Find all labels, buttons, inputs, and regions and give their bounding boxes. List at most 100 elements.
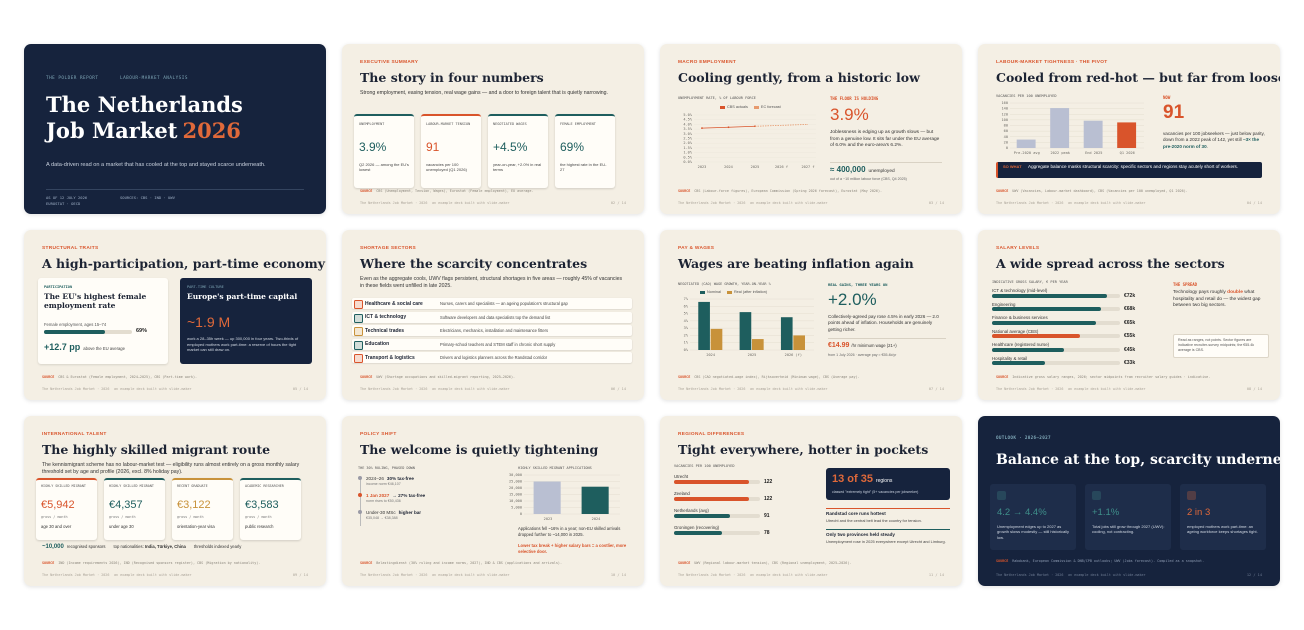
big-number: ~1.9 M <box>187 314 231 330</box>
x-tick-label: 2027 f <box>802 165 815 169</box>
timeline-title: THE 30% RULING, PHASED DOWN <box>358 466 415 470</box>
stat-line: €14.99/hr minimum wage (21+) <box>828 342 897 349</box>
y-tick-label: 5,000 <box>511 506 522 510</box>
body-text: work a 28–35h week — up 300,000 in four … <box>187 336 299 353</box>
y-tick-label: 0.5% <box>683 155 692 159</box>
highlight-box: 13 of 35 regions classed "extremely tight"… <box>826 468 950 500</box>
y-tick-label: 1.0% <box>683 151 692 155</box>
bar-label: ICT & technology (mid-level) <box>992 288 1048 293</box>
stat-value: +4.5% <box>493 140 528 154</box>
bar-label: Netherlands (avg) <box>674 508 709 513</box>
bar-label: Engineering <box>992 301 1016 307</box>
item-text: Unemployment rose in 2025 everywhere exc… <box>826 539 946 544</box>
card-note: Total jobs still grow through 2027 (UWV)… <box>1092 524 1165 535</box>
y-tick-label: 80 <box>1004 124 1008 128</box>
card-unit: gross / month <box>109 515 136 519</box>
stat-value: 69% <box>560 140 585 154</box>
point <box>727 126 730 129</box>
legend-label: CBS actuals <box>727 105 748 109</box>
timeline-when: 2024–26 <box>366 475 384 481</box>
card-value: 2 in 3 <box>1187 507 1211 518</box>
slide-card: PAY & WAGES Wages are beating inflation a… <box>660 230 962 400</box>
card-note: under age 30 <box>109 524 134 529</box>
y-tick-label: 40 <box>1004 135 1008 139</box>
legend-swatch <box>726 290 732 294</box>
stat-note: the highest rate in the EU-27 <box>560 162 607 173</box>
page-number: 02 / 14 <box>610 201 626 205</box>
shortage-row: ICT & technology Software developers and … <box>352 311 632 323</box>
title: Job Market 2026 <box>46 118 241 143</box>
kicker: EXECUTIVE SUMMARY <box>360 60 419 65</box>
footer-left: The Netherlands Job Market · 2026 <box>360 573 428 577</box>
bar-value: 78 <box>764 530 770 536</box>
bar-track <box>992 361 1120 365</box>
threshold-card: ACADEMIC RESEARCHER €3,583 gross / month pu… <box>240 478 301 540</box>
stat: +12.7 pp <box>44 342 81 352</box>
bar-label: Finance & business services <box>992 315 1048 320</box>
card-icon <box>1092 491 1101 500</box>
body-text: Applications fell ~16% in a year; non-EU… <box>518 526 621 537</box>
page-number: 12 / 14 <box>1246 573 1262 577</box>
footer-middle: an example deck built with slide-maker <box>1068 573 1146 577</box>
source: SOURCE UWV (Vacancies, Labour-market dash… <box>996 189 1262 193</box>
source-label: SOURCE <box>996 189 1009 193</box>
kicker: SALARY LEVELS <box>996 246 1040 251</box>
y-tick-label: 0% <box>684 348 689 352</box>
extra: thresholds indexed yearly <box>193 544 242 549</box>
panel: PARTICIPATION The EU's highest female emp… <box>38 278 168 364</box>
card-icon <box>997 491 1006 500</box>
slide-card: POLICY SHIFT The welcome is quietly tight… <box>342 416 644 586</box>
bar <box>581 486 609 514</box>
item-head: Only two provinces held steady <box>826 532 895 537</box>
stat-label: /hr minimum wage (21+) <box>851 343 897 348</box>
bar-value: €55k <box>1124 333 1136 339</box>
footer-left: The Netherlands Job Market · 2026 <box>678 573 746 577</box>
slide-card: SALARY LEVELS A wide spread across the se… <box>978 230 1280 400</box>
card-value: +1.1% <box>1092 507 1120 518</box>
lead: A data-driven read on a market that has … <box>46 162 266 168</box>
source: SOURCE CBS (Unemployment, Tension, Wages)… <box>360 189 626 193</box>
text-part: ~3× the pre-2020 norm of 30 <box>1163 137 1260 149</box>
page-number: 07 / 14 <box>928 387 944 391</box>
bar <box>992 361 1045 365</box>
source-text: CBS (Labour-force figures), European Com… <box>694 189 883 193</box>
y-tick-label: 7% <box>684 297 689 301</box>
footer-left: The Netherlands Job Market · 2026 <box>678 387 746 391</box>
stat-card: FEMALE EMPLOYMENT 69% the highest rate in … <box>555 114 615 188</box>
source-text: CBS (CAO negotiated-wage index), Rijksov… <box>694 375 860 379</box>
footer-left: The Netherlands Job Market · 2026 <box>996 387 1064 391</box>
y-tick-label: 3.0% <box>683 132 692 136</box>
source-text: CBS (Unemployment, Tension, Wages), Euro… <box>376 189 534 193</box>
slide-card: STRUCTURAL TRAITS A high-participation, p… <box>24 230 326 400</box>
row-text: Electricians, mechanics, installation an… <box>440 328 549 333</box>
slide-title: A high-participation, part-time economy <box>42 256 325 271</box>
bar <box>780 317 793 350</box>
footer-middle: an example deck built with slide-maker <box>114 387 192 391</box>
slide-card: THE POLDER REPORT LABOUR-MARKET ANALYSIS T… <box>24 44 326 214</box>
y-tick-label: 30,000 <box>509 473 522 477</box>
eyebrow: PARTICIPATION <box>44 285 73 289</box>
kicker: OUTLOOK · 2026–2027 <box>996 436 1051 441</box>
y-tick-label: 140 <box>1002 107 1009 111</box>
highlight-line: 13 of 35 regions <box>832 473 892 485</box>
kicker: PAY & WAGES <box>678 246 715 251</box>
chart: 0.0%0.5%1.0%1.5%2.0%2.5%3.0%3.5%4.0%4.5%… <box>683 113 816 169</box>
title-text: Job Market <box>46 118 178 143</box>
footer-middle: an example deck built with slide-maker <box>432 573 510 577</box>
kicker: POLICY SHIFT <box>360 432 397 437</box>
source-label: SOURCE <box>678 375 691 379</box>
x-tick-label: 2024 <box>706 353 715 357</box>
timeline-dot <box>357 510 362 514</box>
y-tick-label: 15,000 <box>509 493 522 497</box>
panel-heading: The EU's highest female employment rate <box>44 292 147 310</box>
card-note: Unemployment edges up to 2027 as growth … <box>997 524 1070 540</box>
y-tick-label: 25,000 <box>509 480 522 484</box>
footer-left: The Netherlands Job Market · 2026 <box>42 573 110 577</box>
lead: Even as the aggregate cools, UWV flags p… <box>360 276 623 290</box>
y-tick-label: 3.5% <box>683 127 692 131</box>
big-number: +2.0% <box>828 290 877 309</box>
eyebrow: NOW <box>1163 95 1171 100</box>
highlight-number: 13 of 35 <box>832 473 873 485</box>
emphasis: Lower tax break + higher salary bars = a… <box>518 543 627 554</box>
item-rule <box>826 529 950 530</box>
